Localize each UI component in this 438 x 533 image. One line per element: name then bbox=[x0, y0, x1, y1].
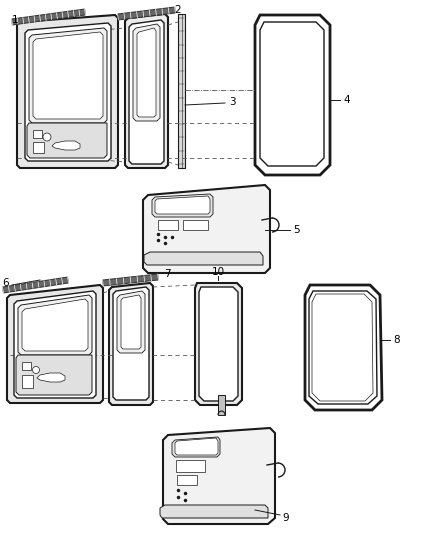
Polygon shape bbox=[11, 9, 85, 25]
Polygon shape bbox=[102, 274, 158, 286]
Text: 2: 2 bbox=[175, 5, 181, 15]
Polygon shape bbox=[16, 355, 92, 395]
Polygon shape bbox=[113, 287, 149, 400]
Polygon shape bbox=[199, 287, 238, 401]
Polygon shape bbox=[27, 123, 107, 158]
Polygon shape bbox=[33, 130, 42, 138]
Circle shape bbox=[43, 133, 51, 141]
Polygon shape bbox=[255, 15, 330, 175]
Polygon shape bbox=[14, 291, 96, 398]
Polygon shape bbox=[137, 28, 156, 117]
Circle shape bbox=[32, 367, 39, 374]
Polygon shape bbox=[176, 460, 205, 472]
Polygon shape bbox=[118, 7, 175, 20]
Polygon shape bbox=[172, 437, 220, 457]
Polygon shape bbox=[3, 277, 68, 293]
Polygon shape bbox=[177, 475, 197, 485]
Polygon shape bbox=[178, 14, 185, 168]
Text: 9: 9 bbox=[283, 513, 290, 523]
Text: 7: 7 bbox=[164, 269, 170, 279]
Text: 1: 1 bbox=[12, 15, 18, 25]
Polygon shape bbox=[25, 23, 111, 161]
Polygon shape bbox=[18, 295, 92, 355]
Polygon shape bbox=[260, 22, 324, 166]
Polygon shape bbox=[309, 291, 377, 404]
Polygon shape bbox=[143, 185, 270, 273]
Polygon shape bbox=[22, 299, 88, 351]
Polygon shape bbox=[183, 220, 208, 230]
Polygon shape bbox=[109, 283, 153, 405]
Polygon shape bbox=[175, 438, 218, 455]
Polygon shape bbox=[52, 141, 80, 150]
Polygon shape bbox=[33, 32, 103, 119]
Polygon shape bbox=[305, 285, 382, 410]
Polygon shape bbox=[29, 28, 107, 123]
Polygon shape bbox=[117, 291, 145, 353]
Text: 5: 5 bbox=[294, 225, 300, 235]
Polygon shape bbox=[7, 285, 103, 403]
Polygon shape bbox=[163, 428, 275, 524]
Text: 4: 4 bbox=[344, 95, 350, 105]
Polygon shape bbox=[22, 362, 31, 370]
Polygon shape bbox=[133, 24, 160, 121]
Polygon shape bbox=[125, 14, 168, 168]
Polygon shape bbox=[155, 196, 210, 214]
Text: 6: 6 bbox=[3, 278, 9, 288]
Polygon shape bbox=[158, 220, 178, 230]
Text: 3: 3 bbox=[229, 97, 235, 107]
Text: 8: 8 bbox=[394, 335, 400, 345]
Polygon shape bbox=[22, 375, 33, 388]
Polygon shape bbox=[144, 252, 263, 265]
Polygon shape bbox=[160, 505, 268, 518]
Polygon shape bbox=[218, 395, 225, 415]
Polygon shape bbox=[195, 283, 242, 405]
Polygon shape bbox=[17, 15, 118, 168]
Text: 10: 10 bbox=[212, 267, 225, 277]
Polygon shape bbox=[33, 142, 44, 153]
Polygon shape bbox=[129, 20, 164, 164]
Polygon shape bbox=[152, 194, 213, 217]
Polygon shape bbox=[312, 294, 373, 401]
Polygon shape bbox=[121, 295, 141, 349]
Polygon shape bbox=[37, 373, 65, 382]
